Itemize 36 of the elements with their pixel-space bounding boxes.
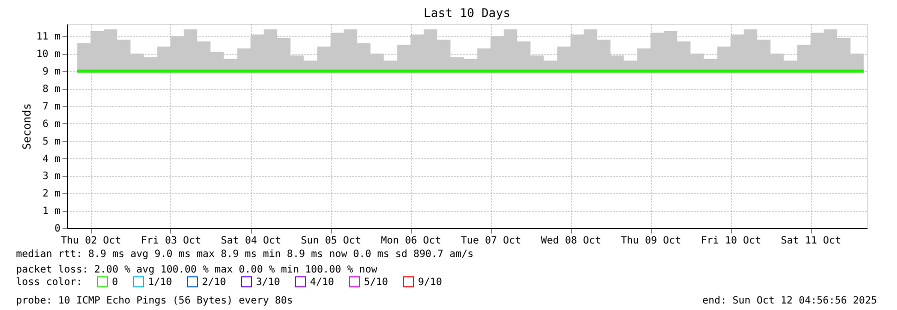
y-tick-label: 9 m — [42, 66, 60, 78]
y-axis-title: Seconds — [20, 103, 34, 150]
y-tick-label: 4 m — [42, 154, 60, 165]
x-tick-label: Sat 11 Oct — [780, 236, 842, 246]
legend-label: 3/10 — [256, 276, 280, 288]
y-tick-label: 8 m — [42, 84, 60, 96]
legend-title: loss color: — [16, 277, 82, 288]
x-tick-label: Thu 09 Oct — [620, 236, 682, 246]
legend-label: 0 — [112, 276, 118, 288]
y-tick-label: 1 m — [42, 206, 60, 218]
legend-label: 2/10 — [202, 276, 226, 288]
y-tick-label: 5 m — [42, 136, 60, 148]
y-tick-label: 6 m — [42, 118, 60, 130]
x-tick-label: Sun 05 Oct — [300, 236, 362, 246]
text: median rtt: 8.9 ms avg 9.0 ms max 8.9 ms min 8.9 ms now 0.0 ms sd 890.7 am/s — [16, 249, 474, 260]
chart-title: Last 10 Days — [424, 6, 510, 20]
x-tick-label: Tue 07 Oct — [460, 236, 522, 246]
legend-label: 9/10 — [418, 276, 442, 288]
legend-label: 4/10 — [310, 276, 334, 288]
y-tick-label: 0 — [54, 224, 60, 234]
legend-label: 1/10 — [148, 276, 172, 288]
x-tick-label: Mon 06 Oct — [380, 236, 442, 246]
y-tick-label: 7 m — [42, 101, 60, 112]
y-tick-label: 2 m — [42, 188, 60, 200]
x-tick-label: Wed 08 Oct — [540, 236, 602, 246]
text: probe: 10 ICMP Echo Pings (56 Bytes) every 80s — [16, 296, 293, 306]
text: packet loss: 2.00 % avg 100.00 % max 0.00 % min 100.00 % now — [16, 264, 378, 276]
y-tick-label: 10 m — [36, 49, 60, 60]
y-tick-label: 11 m — [36, 32, 60, 43]
x-tick-label: Thu 02 Oct — [60, 236, 122, 246]
legend-label: 5/10 — [364, 276, 388, 288]
y-tick-label: 3 m — [42, 171, 60, 182]
x-tick-label: Fri 03 Oct — [140, 236, 202, 246]
x-tick-label: Fri 10 Oct — [700, 236, 762, 246]
text: end: Sun Oct 12 04:56:56 2025 — [702, 296, 877, 306]
x-tick-label: Sat 04 Oct — [220, 236, 282, 246]
